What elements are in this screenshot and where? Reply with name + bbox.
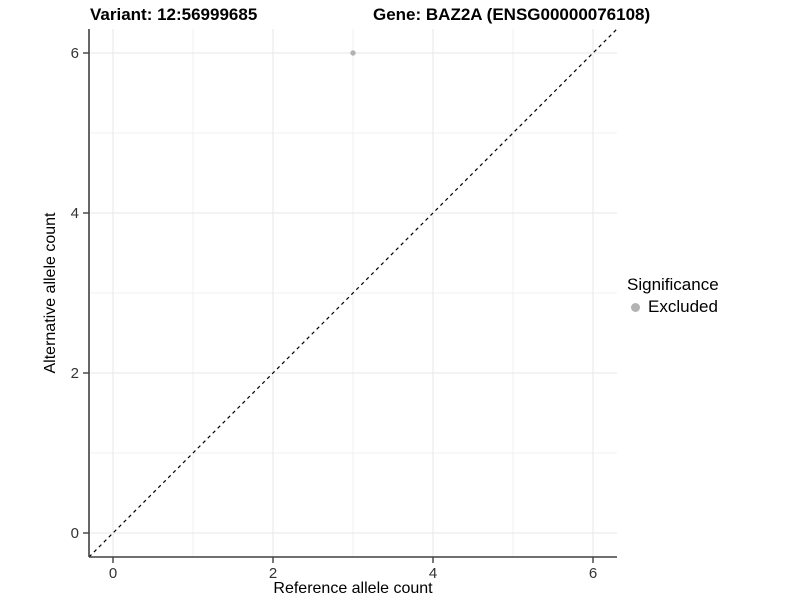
- excluded-point-icon: [631, 302, 640, 312]
- legend: Significance Excluded: [627, 275, 719, 317]
- variant-title: Variant: 12:56999685: [90, 5, 258, 24]
- y-tick-label: 2: [71, 365, 79, 382]
- x-tick-label: 0: [109, 565, 117, 582]
- legend-title: Significance: [627, 275, 719, 294]
- x-axis-title: Reference allele count: [273, 580, 433, 597]
- data-point: [350, 50, 356, 56]
- x-tick-label: 6: [589, 565, 597, 582]
- y-tick-label: 6: [71, 45, 79, 62]
- y-tick-label: 0: [71, 525, 79, 542]
- y-axis-title: Alternative allele count: [42, 212, 59, 374]
- identity-line: [89, 29, 617, 557]
- y-tick-label: 4: [71, 205, 79, 222]
- legend-item-excluded: Excluded: [627, 297, 719, 317]
- gene-title: Gene: BAZ2A (ENSG00000076108): [373, 5, 651, 24]
- x-tick-label: 4: [429, 565, 437, 582]
- x-tick-label: 2: [269, 565, 277, 582]
- legend-item-label: Excluded: [648, 297, 718, 316]
